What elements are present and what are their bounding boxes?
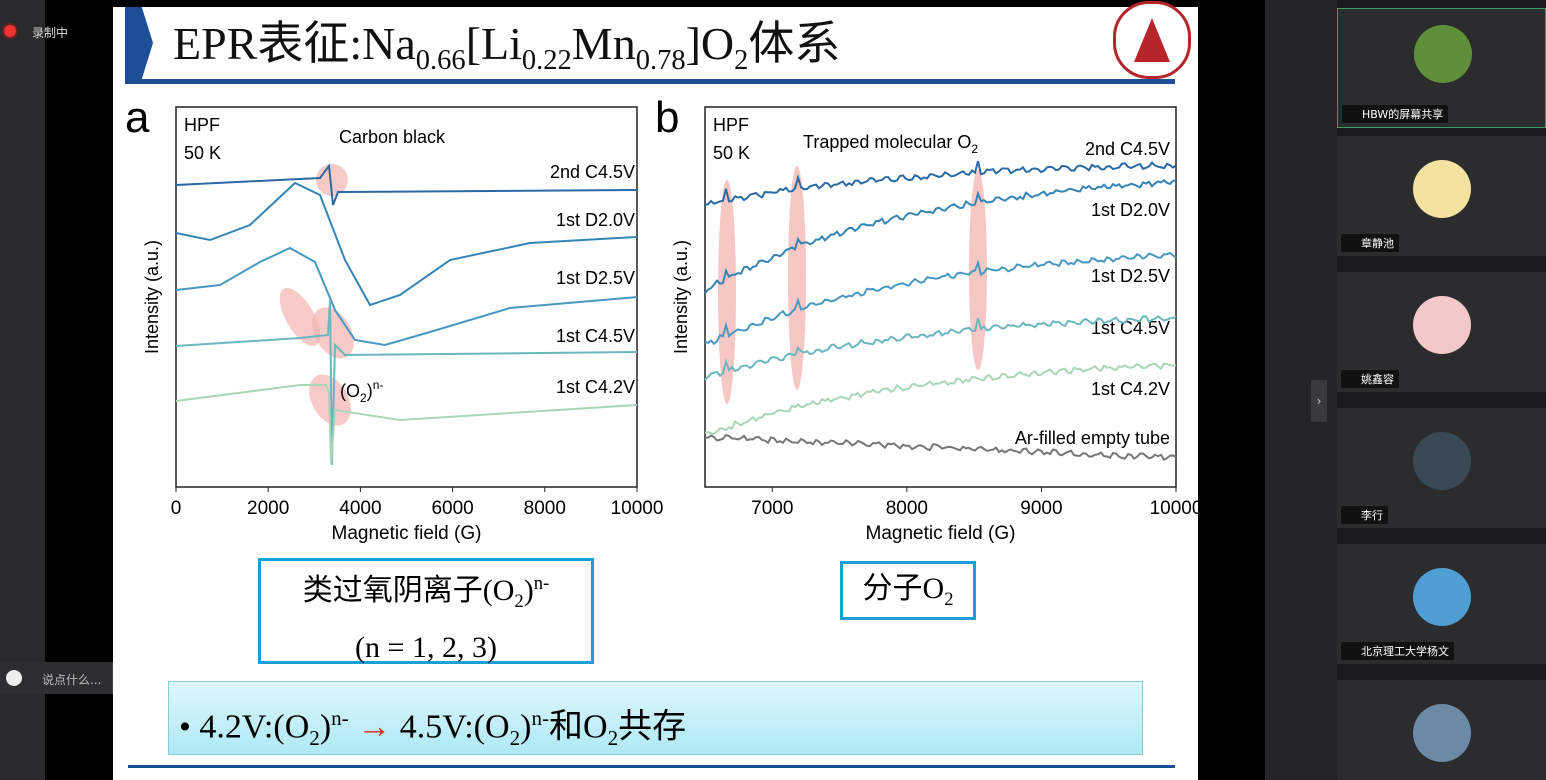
box-ion: 类过氧阴离子(O2)n- (n = 1, 2, 3) <box>258 558 594 664</box>
participant-tile[interactable]: 李行 <box>1337 408 1546 528</box>
spectrum <box>704 160 1177 206</box>
curve-label: 2nd C4.5V <box>1085 139 1170 159</box>
box-ion-line1: 类过氧阴离子(O2)n- <box>302 573 550 612</box>
annotation-part: 2 <box>971 142 978 156</box>
spectrum <box>175 246 638 347</box>
x-axis-label: Magnetic field (G) <box>332 523 482 544</box>
x-tick-label: 8000 <box>886 498 928 519</box>
curve-label: 1st D2.0V <box>556 210 635 230</box>
spectrum <box>175 384 638 466</box>
x-tick-label: 0 <box>171 498 182 519</box>
rec-dot <box>4 25 16 37</box>
participants: HBW的屏幕共享 章静池姚鑫容李行北京理工大学杨文 <box>1337 0 1546 780</box>
spectrum <box>704 433 1177 462</box>
curve-label: 1st C4.2V <box>1091 379 1170 399</box>
box-o2: 分子O2 <box>840 561 976 620</box>
panel-label: b <box>655 93 679 142</box>
spectrum <box>175 299 638 466</box>
note: HPF <box>184 115 220 135</box>
y-axis-label: Intensity (a.u.) <box>142 240 162 354</box>
x-tick-label: 4000 <box>339 498 381 519</box>
recording: 录制中 <box>32 26 69 40</box>
ion-part: (O <box>340 381 360 401</box>
avatar <box>1413 704 1471 762</box>
participant-tile[interactable]: 北京理工大学杨文 <box>1337 544 1546 664</box>
annotation-part: Trapped molecular O <box>803 132 971 152</box>
x-tick-label: 6000 <box>431 498 473 519</box>
spectrum <box>704 178 1177 294</box>
participant-tile[interactable]: 姚鑫容 <box>1337 272 1546 392</box>
curve-label: 2nd C4.5V <box>550 162 635 182</box>
ion-part: n- <box>373 378 384 392</box>
ion-part: ) <box>367 381 373 401</box>
curve-label: Ar-filled empty tube <box>1015 428 1170 448</box>
y-axis-label: Intensity (a.u.) <box>671 240 691 354</box>
ion-label: (O2)n- <box>340 378 383 405</box>
participant-tile[interactable]: HBW的屏幕共享 <box>1337 8 1546 128</box>
spectrum <box>704 315 1177 381</box>
curve-label: 1st D2.5V <box>556 268 635 288</box>
x-tick-label: 10000 <box>611 498 664 519</box>
avatar <box>1414 25 1472 83</box>
participant-name: 姚鑫容 <box>1341 370 1399 388</box>
axes-frame <box>704 106 1177 488</box>
chat-placeholder: 说点什么... <box>42 673 102 687</box>
spectrum <box>175 163 638 206</box>
avatar <box>1413 160 1471 218</box>
slide: EPR表征:Na0.66[Li0.22Mn0.78]O2体系 类过氧阴离子(O2… <box>113 1 1198 780</box>
x-axis-label: Magnetic field (G) <box>866 523 1016 544</box>
ion-part: 2 <box>360 391 367 405</box>
panel-label: a <box>125 93 150 142</box>
expand[interactable]: › <box>1311 380 1327 422</box>
avatar <box>1413 296 1471 354</box>
note: 50 K <box>184 143 221 163</box>
box-ion-line2: (n = 1, 2, 3) <box>355 631 497 664</box>
highlight <box>969 170 987 370</box>
x-tick-label: 10000 <box>1150 498 1203 519</box>
x-tick-label: 9000 <box>1020 498 1062 519</box>
note: 50 K <box>713 143 750 163</box>
curve-label: 1st C4.5V <box>1091 318 1170 338</box>
bullet: • 4.2V:(O2)n- → 4.5V:(O2)n-和O2共存 <box>168 681 1143 755</box>
slide-title: EPR表征:Na0.66[Li0.22Mn0.78]O2体系 <box>173 18 841 77</box>
avatar <box>1413 568 1471 626</box>
x-tick-label: 7000 <box>751 498 793 519</box>
spectrum <box>175 181 638 307</box>
participant-name: 北京理工大学杨文 <box>1341 642 1454 660</box>
note: HPF <box>713 115 749 135</box>
left-bar <box>0 0 45 780</box>
participant-name: 李行 <box>1341 506 1388 524</box>
annotation: Trapped molecular O2 <box>803 132 978 156</box>
highlight <box>788 166 806 390</box>
curve-label: 1st D2.5V <box>1091 266 1170 286</box>
footer-line <box>128 765 1175 768</box>
participant-name: HBW的屏幕共享 <box>1342 105 1449 123</box>
x-tick-label: 2000 <box>247 498 289 519</box>
highlight <box>312 307 354 359</box>
participant-name: 章静池 <box>1341 234 1399 252</box>
annotation: Carbon black <box>339 127 446 147</box>
participant-tile[interactable] <box>1337 680 1546 780</box>
title-bar <box>125 7 1175 84</box>
emoji[interactable] <box>6 670 22 686</box>
logo <box>1113 1 1191 79</box>
avatar <box>1413 432 1471 490</box>
curve-label: 1st D2.0V <box>1091 200 1170 220</box>
spectrum <box>704 251 1177 346</box>
participant-tile[interactable]: 章静池 <box>1337 136 1546 256</box>
highlight <box>718 180 736 404</box>
curve-label: 1st C4.5V <box>556 326 635 346</box>
spectrum <box>704 362 1177 436</box>
highlight <box>279 287 321 347</box>
x-tick-label: 8000 <box>524 498 566 519</box>
curve-label: 1st C4.2V <box>556 377 635 397</box>
